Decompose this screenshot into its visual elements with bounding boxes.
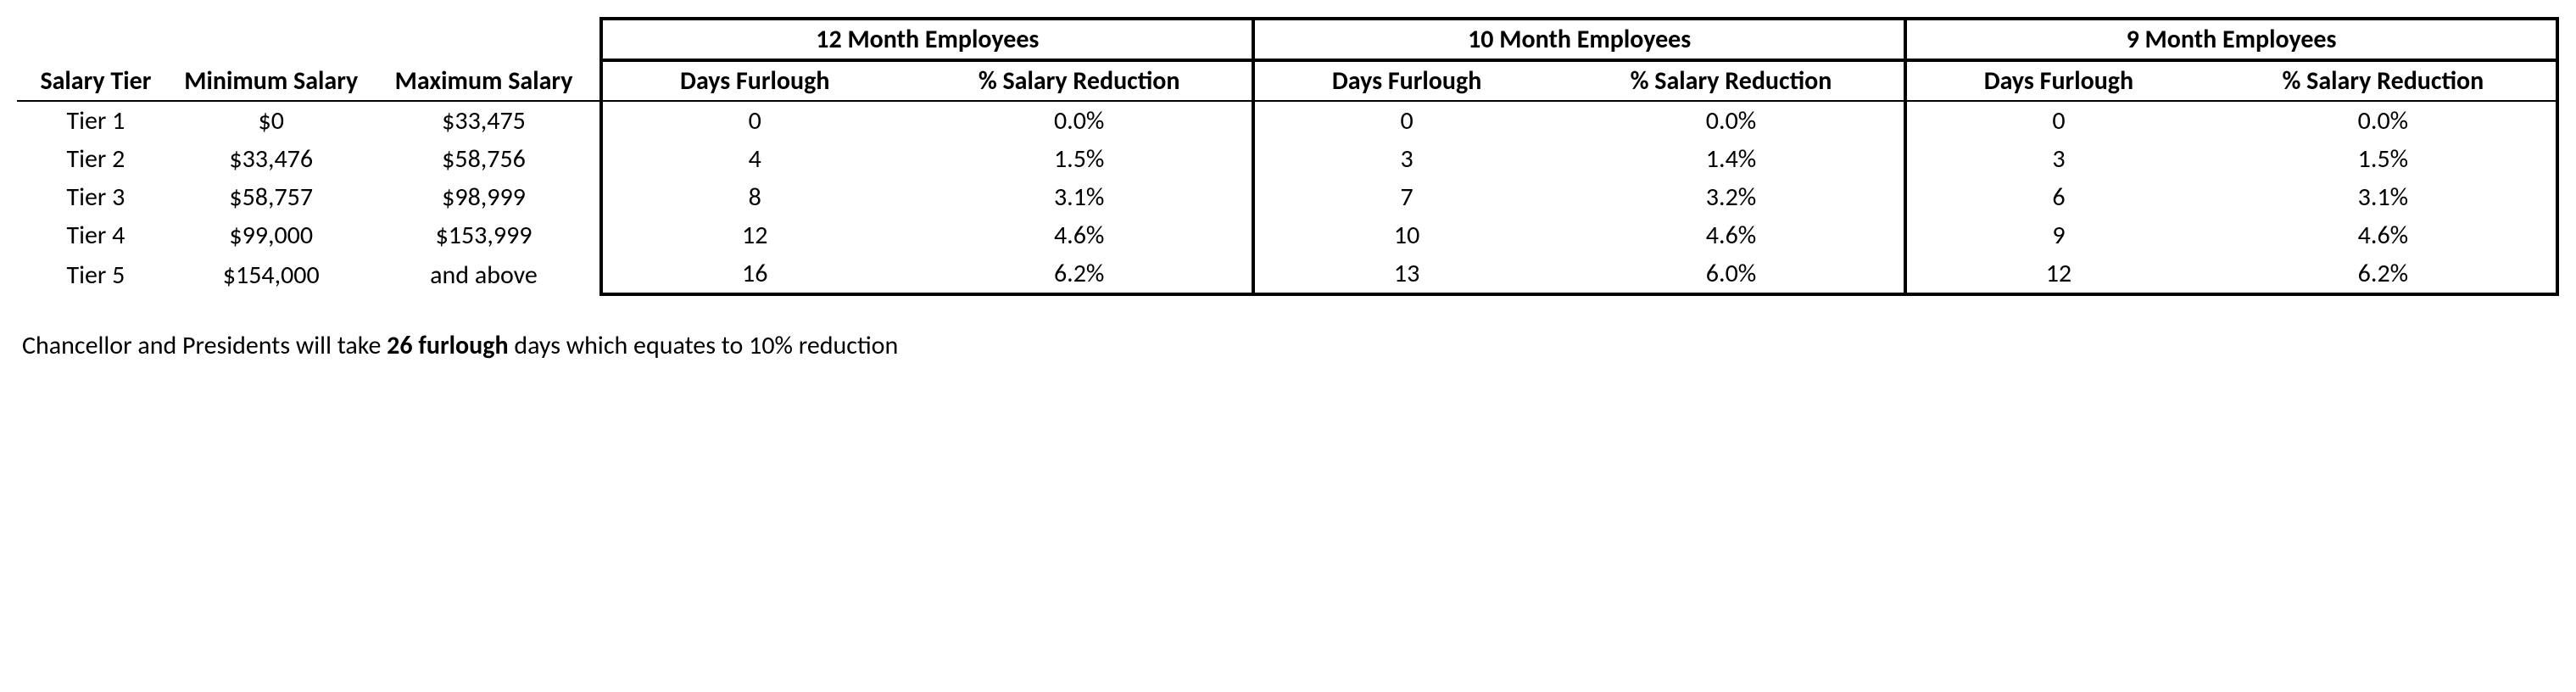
cell-pct: 6.2% <box>2211 254 2557 294</box>
cell-min: $99,000 <box>175 216 368 254</box>
cell-pct: 4.6% <box>1558 216 1905 254</box>
cell-pct: 0.0% <box>1558 101 1905 140</box>
cell-days: 0 <box>1253 101 1558 140</box>
cell-days: 10 <box>1253 216 1558 254</box>
cell-max: $33,475 <box>368 101 602 140</box>
cell-days: 3 <box>1253 140 1558 178</box>
cell-days: 6 <box>1905 178 2211 216</box>
cell-pct: 0.0% <box>906 101 1253 140</box>
group-header-row: 12 Month Employees 10 Month Employees 9 … <box>17 19 2557 60</box>
cell-min: $58,757 <box>175 178 368 216</box>
cell-days: 3 <box>1905 140 2211 178</box>
col-header-days-12: Days Furlough <box>601 60 906 101</box>
table-row: Tier 3$58,757$98,99983.1%73.2%63.1% <box>17 178 2557 216</box>
blank-cell <box>368 19 602 60</box>
cell-pct: 4.6% <box>2211 216 2557 254</box>
blank-cell <box>175 19 368 60</box>
cell-pct: 1.5% <box>2211 140 2557 178</box>
table-row: Tier 1$0$33,47500.0%00.0%00.0% <box>17 101 2557 140</box>
cell-min: $154,000 <box>175 254 368 294</box>
cell-days: 16 <box>601 254 906 294</box>
furlough-table: 12 Month Employees 10 Month Employees 9 … <box>17 17 2559 296</box>
col-header-max: Maximum Salary <box>368 60 602 101</box>
cell-pct: 1.4% <box>1558 140 1905 178</box>
cell-pct: 3.2% <box>1558 178 1905 216</box>
table-row: Tier 4$99,000$153,999124.6%104.6%94.6% <box>17 216 2557 254</box>
cell-tier: Tier 3 <box>17 178 175 216</box>
cell-days: 0 <box>601 101 906 140</box>
col-header-pct-12: % Salary Reduction <box>906 60 1253 101</box>
footnote: Chancellor and Presidents will take 26 f… <box>17 330 2559 361</box>
footnote-post: days which equates to 10% reduction <box>509 330 899 361</box>
cell-min: $33,476 <box>175 140 368 178</box>
cell-max: and above <box>368 254 602 294</box>
col-header-pct-9: % Salary Reduction <box>2211 60 2557 101</box>
col-header-days-9: Days Furlough <box>1905 60 2211 101</box>
cell-days: 12 <box>1905 254 2211 294</box>
table-body: Tier 1$0$33,47500.0%00.0%00.0%Tier 2$33,… <box>17 101 2557 294</box>
cell-days: 9 <box>1905 216 2211 254</box>
table-row: Tier 5$154,000and above166.2%136.0%126.2… <box>17 254 2557 294</box>
col-header-pct-10: % Salary Reduction <box>1558 60 1905 101</box>
cell-days: 13 <box>1253 254 1558 294</box>
cell-max: $153,999 <box>368 216 602 254</box>
col-header-min: Minimum Salary <box>175 60 368 101</box>
col-header-tier: Salary Tier <box>17 60 175 101</box>
cell-min: $0 <box>175 101 368 140</box>
footnote-bold: 26 furlough <box>387 330 508 361</box>
cell-pct: 1.5% <box>906 140 1253 178</box>
cell-pct: 3.1% <box>2211 178 2557 216</box>
group-header-10mo: 10 Month Employees <box>1253 19 1905 60</box>
table-row: Tier 2$33,476$58,75641.5%31.4%31.5% <box>17 140 2557 178</box>
cell-pct: 4.6% <box>906 216 1253 254</box>
cell-days: 0 <box>1905 101 2211 140</box>
cell-pct: 6.2% <box>906 254 1253 294</box>
cell-days: 4 <box>601 140 906 178</box>
cell-tier: Tier 4 <box>17 216 175 254</box>
cell-pct: 6.0% <box>1558 254 1905 294</box>
cell-days: 8 <box>601 178 906 216</box>
cell-days: 7 <box>1253 178 1558 216</box>
cell-max: $58,756 <box>368 140 602 178</box>
blank-cell <box>17 19 175 60</box>
col-header-days-10: Days Furlough <box>1253 60 1558 101</box>
cell-pct: 0.0% <box>2211 101 2557 140</box>
cell-max: $98,999 <box>368 178 602 216</box>
cell-days: 12 <box>601 216 906 254</box>
footnote-pre: Chancellor and Presidents will take <box>22 330 387 361</box>
cell-pct: 3.1% <box>906 178 1253 216</box>
cell-tier: Tier 1 <box>17 101 175 140</box>
group-header-9mo: 9 Month Employees <box>1905 19 2557 60</box>
cell-tier: Tier 2 <box>17 140 175 178</box>
group-header-12mo: 12 Month Employees <box>601 19 1253 60</box>
cell-tier: Tier 5 <box>17 254 175 294</box>
